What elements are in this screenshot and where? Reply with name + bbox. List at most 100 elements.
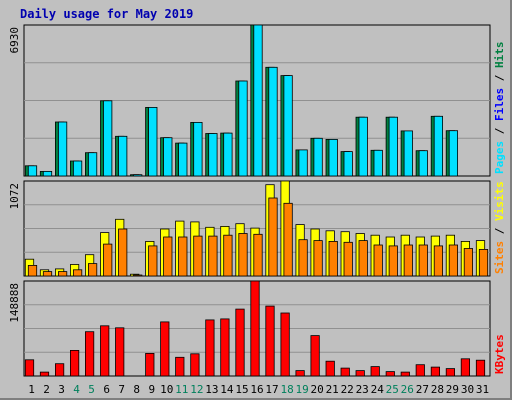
bar-requests-files-28 bbox=[433, 115, 444, 177]
bar-visits-sites-5 bbox=[88, 263, 98, 277]
bar-visits-sites-15 bbox=[238, 233, 248, 277]
bar-kbytes-kbytes-1 bbox=[24, 359, 35, 377]
bar-requests-files-4 bbox=[73, 160, 83, 177]
bar-kbytes-kbytes-22 bbox=[340, 367, 350, 377]
x-tick-label-27: 27 bbox=[416, 383, 429, 396]
bar-visits-sites-29 bbox=[448, 244, 459, 277]
bar-visits-sites-12 bbox=[193, 235, 203, 277]
bar-visits-sites-14 bbox=[223, 234, 233, 277]
bar-kbytes-kbytes-9 bbox=[145, 352, 155, 377]
bar-kbytes-kbytes-17 bbox=[265, 305, 275, 377]
panel-requests-legend: Pages / Files / Hits bbox=[493, 42, 506, 175]
x-tick-label-9: 9 bbox=[148, 383, 155, 396]
bar-kbytes-kbytes-2 bbox=[39, 371, 50, 377]
bar-kbytes-kbytes-29 bbox=[445, 368, 456, 377]
bar-visits-sites-9 bbox=[148, 245, 158, 277]
bar-visits-sites-4 bbox=[73, 269, 83, 277]
x-tick-label-22: 22 bbox=[341, 383, 354, 396]
bar-requests-files-24 bbox=[373, 149, 383, 177]
legend-part: / bbox=[493, 121, 506, 141]
bar-visits-sites-1 bbox=[27, 264, 38, 277]
x-tick-label-1: 1 bbox=[28, 383, 35, 396]
bar-requests-files-6 bbox=[103, 100, 113, 177]
bar-kbytes-kbytes-25 bbox=[385, 371, 395, 377]
bar-visits-sites-18 bbox=[283, 202, 293, 277]
bar-kbytes-kbytes-31 bbox=[475, 359, 486, 377]
x-tick-label-18: 18 bbox=[280, 383, 293, 396]
bar-kbytes-kbytes-10 bbox=[160, 321, 170, 377]
bar-visits-sites-23 bbox=[358, 240, 368, 277]
bar-kbytes-kbytes-18 bbox=[280, 312, 290, 377]
bar-visits-sites-10 bbox=[163, 236, 173, 277]
x-tick-label-14: 14 bbox=[220, 383, 234, 396]
bar-kbytes-kbytes-11 bbox=[175, 356, 185, 377]
bar-visits-sites-31 bbox=[478, 248, 489, 277]
legend-part: KBytes bbox=[493, 334, 506, 374]
legend-part: Hits bbox=[493, 42, 506, 69]
bar-requests-files-21 bbox=[328, 138, 338, 177]
bar-kbytes-kbytes-16 bbox=[250, 280, 260, 377]
bar-requests-files-5 bbox=[88, 152, 98, 177]
panel-visits-max-label: 1072 bbox=[8, 183, 21, 210]
bar-visits-sites-28 bbox=[433, 245, 444, 277]
bar-kbytes-kbytes-23 bbox=[355, 370, 365, 377]
bar-visits-sites-6 bbox=[103, 243, 113, 277]
bar-kbytes-kbytes-7 bbox=[115, 327, 125, 377]
bar-kbytes-kbytes-13 bbox=[205, 319, 215, 377]
x-tick-label-24: 24 bbox=[371, 383, 385, 396]
bar-requests-files-1 bbox=[27, 165, 38, 177]
bar-kbytes-kbytes-30 bbox=[460, 358, 471, 377]
bar-requests-files-26 bbox=[403, 130, 413, 177]
bar-requests-files-16 bbox=[253, 24, 263, 177]
legend-part: / bbox=[493, 221, 506, 241]
x-tick-label-26: 26 bbox=[401, 383, 414, 396]
bar-kbytes-kbytes-6 bbox=[100, 325, 110, 377]
legend-part: Visits bbox=[493, 181, 506, 221]
x-tick-label-31: 31 bbox=[476, 383, 489, 396]
bar-kbytes-kbytes-20 bbox=[310, 335, 320, 377]
bar-requests-files-11 bbox=[178, 142, 188, 177]
bar-visits-sites-30 bbox=[463, 248, 474, 277]
x-tick-label-23: 23 bbox=[356, 383, 369, 396]
bar-kbytes-kbytes-28 bbox=[430, 366, 441, 377]
legend-part: Files bbox=[493, 88, 506, 121]
panel-visits: 1072 Sites / Visits bbox=[8, 180, 506, 277]
x-tick-label-25: 25 bbox=[386, 383, 399, 396]
x-tick-label-12: 12 bbox=[190, 383, 203, 396]
bar-visits-sites-3 bbox=[58, 271, 68, 277]
x-tick-label-10: 10 bbox=[160, 383, 173, 396]
bar-requests-files-18 bbox=[283, 75, 293, 177]
legend-part: / bbox=[493, 68, 506, 88]
x-tick-label-30: 30 bbox=[461, 383, 474, 396]
bar-kbytes-kbytes-26 bbox=[400, 371, 410, 377]
chart-title: Daily usage for May 2019 bbox=[20, 7, 193, 21]
bar-kbytes-kbytes-19 bbox=[295, 370, 305, 377]
bar-requests-files-19 bbox=[298, 149, 308, 177]
bar-visits-sites-11 bbox=[178, 236, 188, 277]
bar-kbytes-kbytes-15 bbox=[235, 308, 245, 377]
x-tick-label-16: 16 bbox=[250, 383, 263, 396]
bar-visits-sites-22 bbox=[343, 241, 353, 277]
x-tick-label-29: 29 bbox=[446, 383, 459, 396]
panel-kbytes-legend: KBytes bbox=[493, 334, 506, 374]
bar-requests-files-13 bbox=[208, 133, 218, 177]
bar-requests-files-25 bbox=[388, 116, 398, 177]
bar-requests-files-12 bbox=[193, 122, 203, 177]
bar-visits-sites-2 bbox=[42, 271, 53, 277]
bar-kbytes-kbytes-24 bbox=[370, 366, 380, 377]
x-tick-label-5: 5 bbox=[88, 383, 95, 396]
x-tick-label-3: 3 bbox=[58, 383, 65, 396]
panel-requests: 6930 Pages / Files / Hits bbox=[8, 24, 506, 177]
bar-kbytes-kbytes-5 bbox=[85, 331, 95, 377]
panel-kbytes: 148888 KBytes bbox=[8, 280, 506, 377]
bar-kbytes-kbytes-3 bbox=[55, 363, 65, 377]
bar-requests-files-29 bbox=[448, 130, 459, 177]
x-tick-label-8: 8 bbox=[133, 383, 140, 396]
bar-visits-sites-26 bbox=[403, 244, 413, 277]
panel-requests-max-label: 6930 bbox=[8, 27, 21, 54]
x-tick-label-17: 17 bbox=[265, 383, 278, 396]
bar-visits-sites-21 bbox=[328, 240, 338, 277]
bar-kbytes-kbytes-4 bbox=[70, 349, 80, 377]
